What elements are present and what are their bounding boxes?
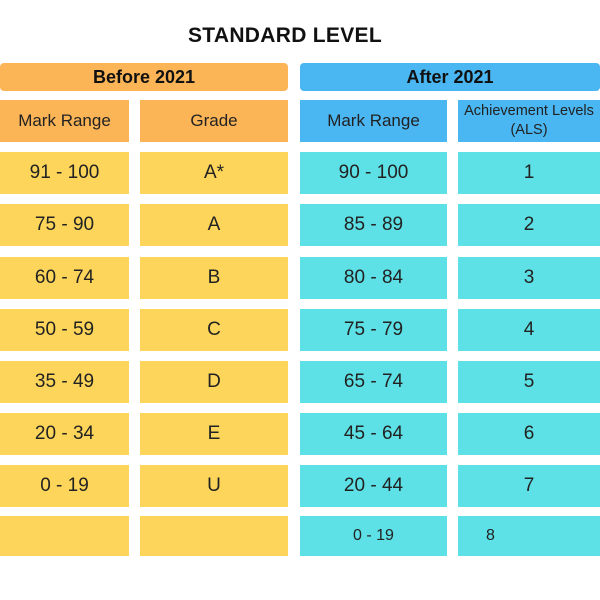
after-2021-header: After 2021 [300,63,600,91]
after-achievement-level-cell: 7 [458,465,600,507]
before-mark-range-cell: 60 - 74 [0,257,129,299]
after-mark-range-header: Mark Range [300,100,447,142]
before-grade-cell: A [140,204,288,246]
after-achievement-level-cell: 1 [458,152,600,194]
before-mark-range-cell: 50 - 59 [0,309,129,351]
before-mark-range-cell [0,516,129,556]
before-mark-range-cell: 91 - 100 [0,152,129,194]
before-mark-range-cell: 20 - 34 [0,413,129,455]
before-grade-cell: B [140,257,288,299]
before-grade-cell: D [140,361,288,403]
before-grade-cell: C [140,309,288,351]
before-grade-cell: A* [140,152,288,194]
after-mark-range-cell: 65 - 74 [300,361,447,403]
after-mark-range-cell: 80 - 84 [300,257,447,299]
after-mark-range-cell: 45 - 64 [300,413,447,455]
after-mark-range-cell: 75 - 79 [300,309,447,351]
after-achievement-level-cell: 8 [458,516,600,556]
after-mark-range-cell: 85 - 89 [300,204,447,246]
before-2021-header: Before 2021 [0,63,288,91]
before-grade-header: Grade [140,100,288,142]
after-mark-range-cell: 0 - 19 [300,516,447,556]
before-mark-range-cell: 0 - 19 [0,465,129,507]
after-achievement-level-cell: 3 [458,257,600,299]
page-title: STANDARD LEVEL [188,24,382,47]
before-grade-cell [140,516,288,556]
before-mark-range-cell: 35 - 49 [0,361,129,403]
after-achievement-level-cell: 2 [458,204,600,246]
after-achievement-level-cell: 4 [458,309,600,351]
before-grade-cell: E [140,413,288,455]
before-mark-range-header: Mark Range [0,100,129,142]
after-mark-range-cell: 90 - 100 [300,152,447,194]
after-achievement-levels-header: Achievement Levels (ALS) [458,100,600,142]
after-achievement-level-cell: 6 [458,413,600,455]
before-grade-cell: U [140,465,288,507]
after-mark-range-cell: 20 - 44 [300,465,447,507]
before-mark-range-cell: 75 - 90 [0,204,129,246]
after-achievement-level-cell: 5 [458,361,600,403]
